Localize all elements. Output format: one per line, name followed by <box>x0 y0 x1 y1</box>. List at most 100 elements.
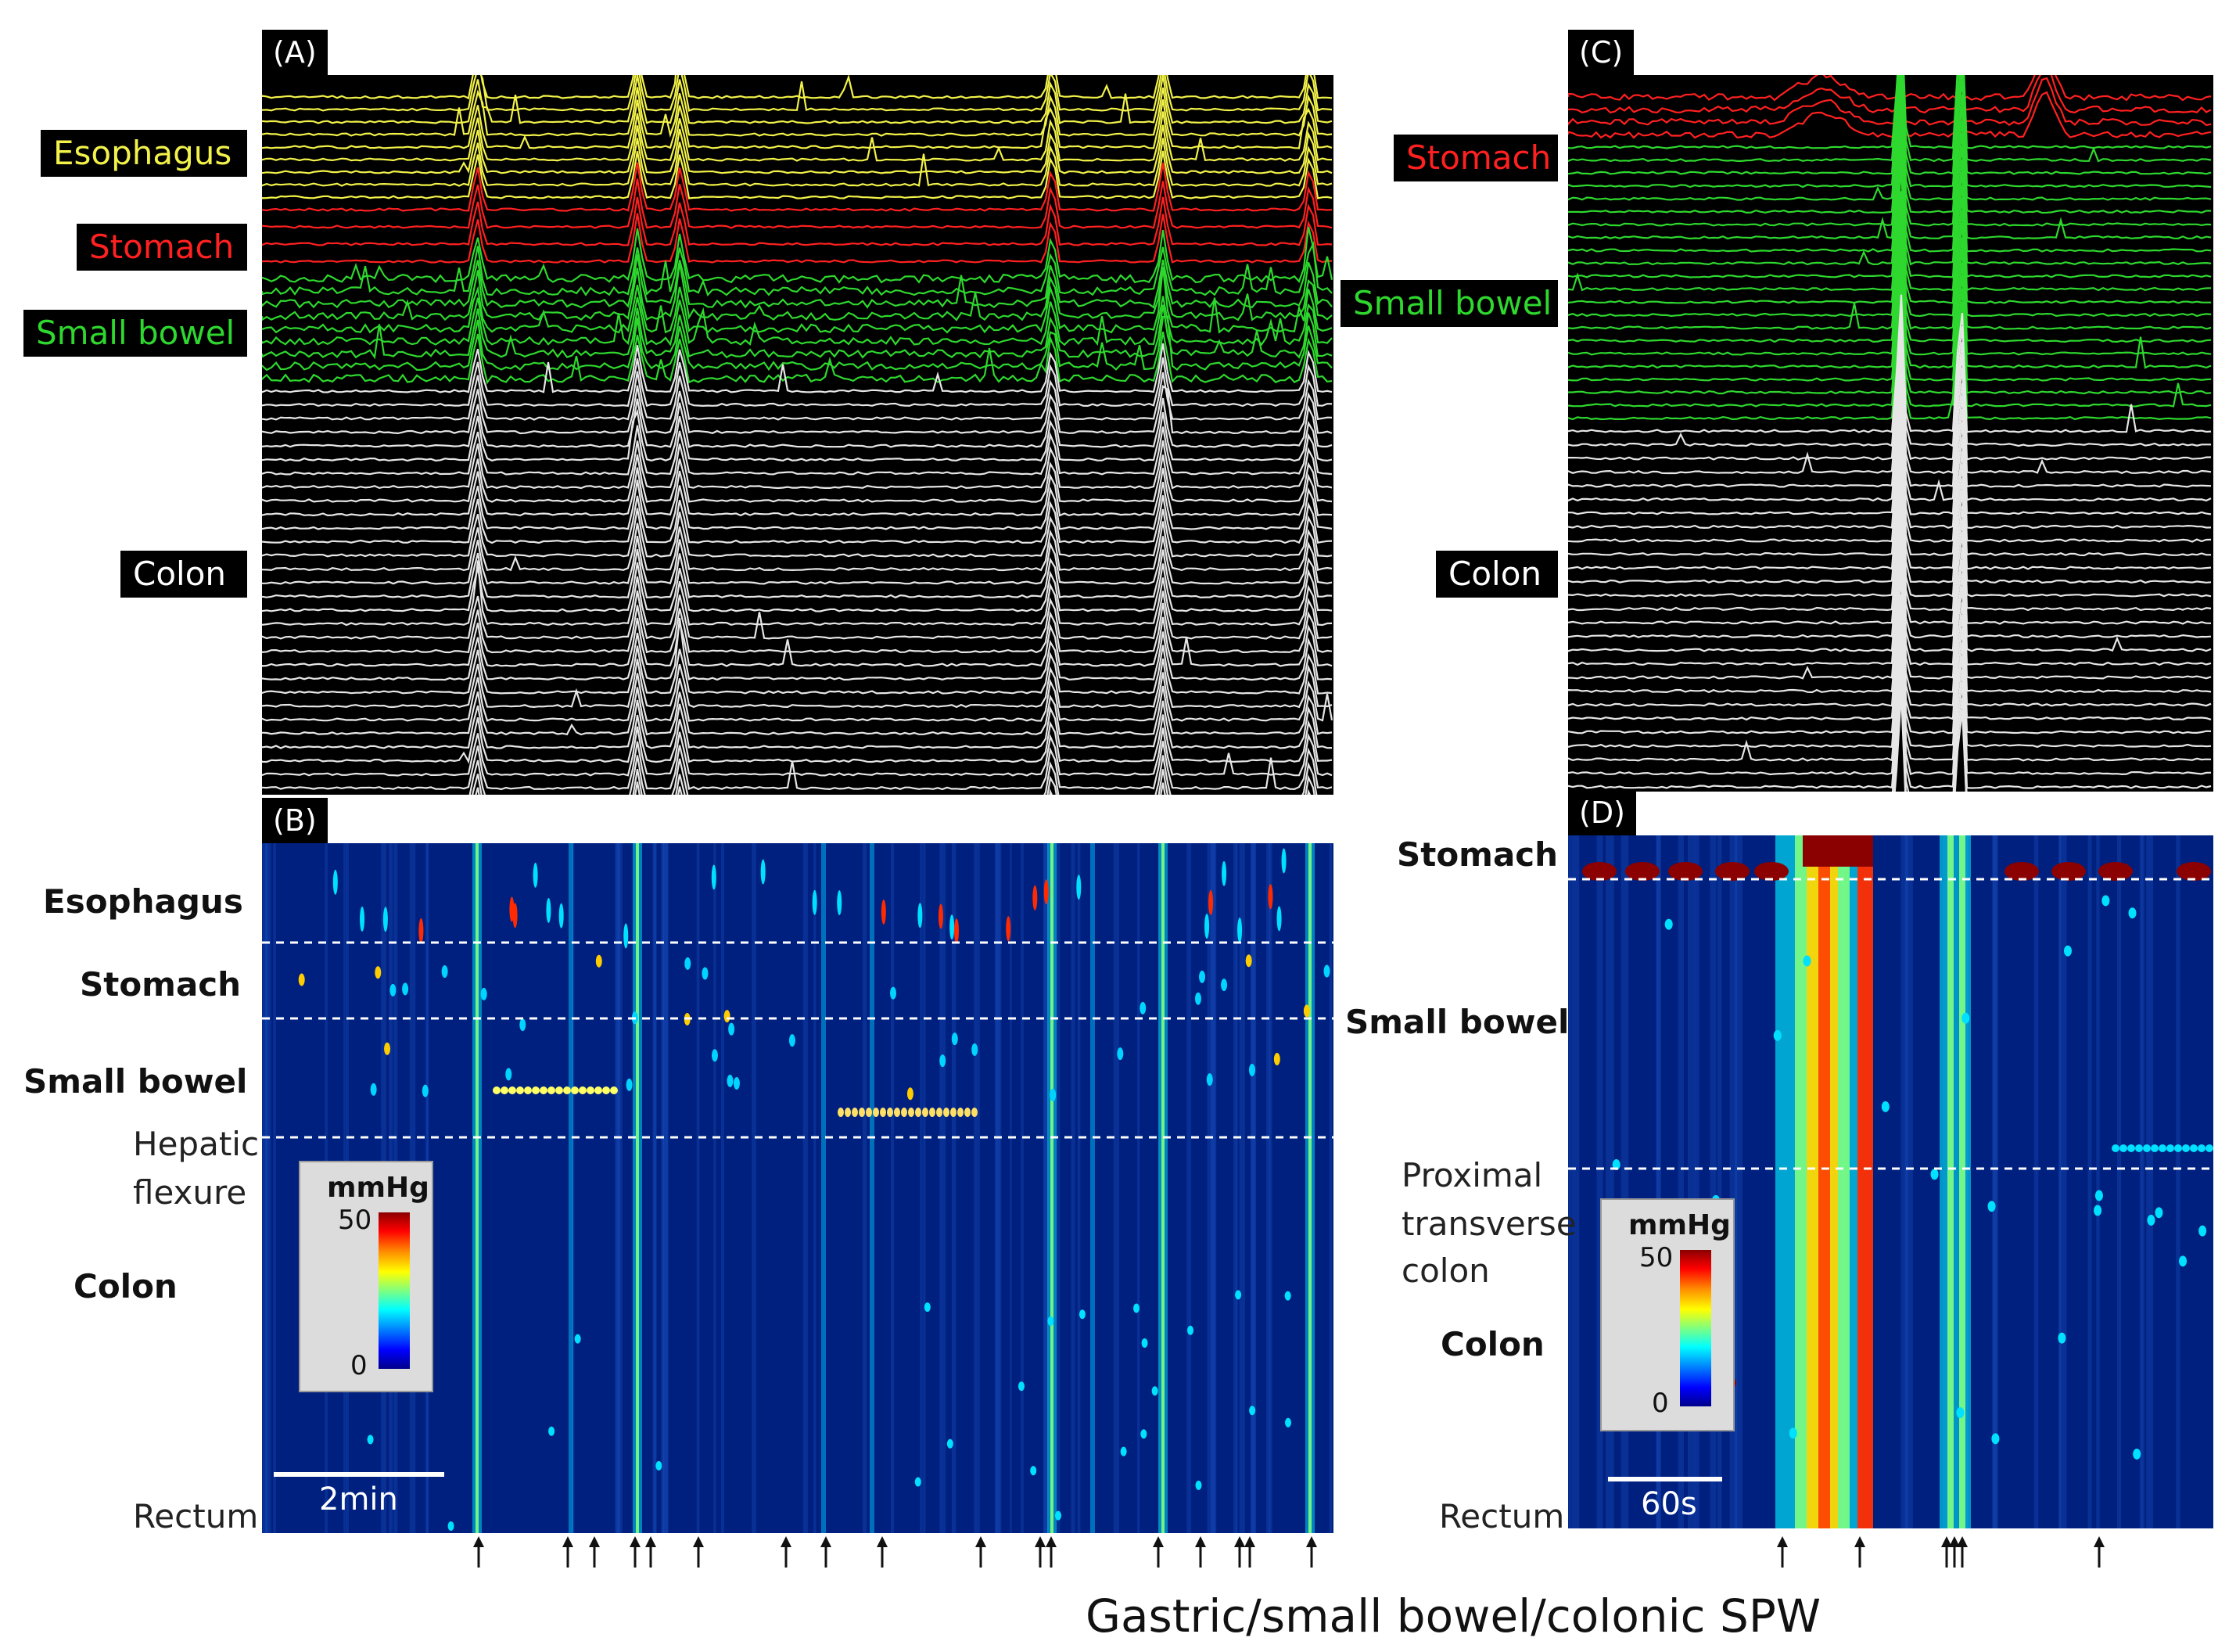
pressure-band <box>662 843 669 1533</box>
pressure-band <box>273 843 276 1533</box>
colorbar-max-d: 50 <box>1639 1242 1674 1273</box>
pressure-event <box>938 903 943 929</box>
pressure-band <box>1251 843 1256 1533</box>
pressure-trace <box>262 304 1333 360</box>
pressure-band <box>2146 835 2154 1528</box>
pressure-event <box>2005 862 2039 881</box>
pressure-trace <box>262 685 1333 736</box>
pressure-band <box>813 843 817 1533</box>
pressure-band <box>615 843 620 1533</box>
pressure-band <box>1308 843 1312 1533</box>
pressure-event <box>837 890 842 916</box>
heat-label-rectum-d: Rectum <box>1439 1497 1565 1535</box>
trace-plot-a <box>262 75 1333 795</box>
pressure-event <box>1285 1417 1292 1428</box>
pressure-event <box>1204 914 1210 939</box>
panel-letter-a: (A) <box>262 30 328 75</box>
pressure-event <box>389 983 397 997</box>
pressure-band <box>262 843 268 1533</box>
pressure-band <box>863 843 867 1533</box>
pressure-event <box>2063 945 2072 957</box>
pressure-event <box>2128 907 2137 919</box>
pressure-trace <box>262 645 1333 695</box>
pressure-event <box>760 859 766 885</box>
pressure-event <box>2198 1144 2205 1152</box>
pressure-event <box>2133 1448 2141 1460</box>
scale-bar-d <box>1608 1477 1722 1481</box>
heat-label-transverse: transverse <box>1402 1205 1577 1243</box>
heat-label-ptc-colon: colon <box>1402 1252 1490 1290</box>
pressure-event <box>964 1108 971 1117</box>
pressure-event <box>2051 862 2086 881</box>
pressure-event <box>2151 1144 2159 1152</box>
pressure-event <box>1284 1291 1291 1301</box>
pressure-event <box>1194 992 1201 1005</box>
pressure-event <box>943 1108 949 1117</box>
pressure-event <box>1030 1466 1037 1476</box>
pressure-event <box>887 1108 893 1117</box>
pressure-event <box>1018 1381 1025 1392</box>
pressure-band <box>939 843 942 1533</box>
pressure-trace <box>262 479 1333 530</box>
pressure-trace <box>262 262 1333 321</box>
pressure-event <box>512 903 518 928</box>
pressure-band <box>1678 835 1684 1528</box>
heatmap-panel-b <box>262 843 1333 1533</box>
pressure-event <box>2143 1144 2151 1152</box>
pressure-event <box>2155 1207 2163 1219</box>
pressure-event <box>1206 1073 1213 1086</box>
pressure-band <box>1050 843 1053 1533</box>
pressure-event <box>1187 1325 1194 1335</box>
pressure-event <box>1803 955 1811 967</box>
pressure-band <box>2096 835 2100 1528</box>
spw-arrow-icon <box>562 1536 573 1568</box>
pressure-band <box>1729 835 1738 1528</box>
pressure-trace <box>262 331 1333 385</box>
pressure-event <box>2127 1144 2135 1152</box>
pressure-trace <box>1568 254 2212 395</box>
pressure-trace <box>1568 126 2212 266</box>
pressure-event <box>845 1108 851 1117</box>
pressure-event <box>917 903 923 928</box>
pressure-event <box>1248 1063 1255 1076</box>
pressure-event <box>1222 860 1227 886</box>
pressure-event <box>2112 1144 2119 1152</box>
pressure-trace <box>1568 512 2212 652</box>
pressure-event <box>1079 1309 1086 1320</box>
pressure-trace <box>1568 156 2212 318</box>
spw-arrow-icon <box>630 1536 641 1568</box>
figure-caption: Gastric/small bowel/colonic SPW <box>1086 1589 1821 1643</box>
spw-arrow-icon <box>1949 1536 1960 1568</box>
pressure-band <box>2059 835 2067 1528</box>
pressure-event <box>519 1018 526 1032</box>
pressure-event <box>1043 879 1049 905</box>
pressure-band <box>1735 835 1743 1528</box>
pressure-trace <box>262 75 1333 112</box>
pressure-band <box>652 843 656 1533</box>
pressure-event <box>1076 874 1082 900</box>
pressure-band <box>1656 835 1660 1528</box>
pressure-event <box>2098 862 2133 881</box>
pressure-trace <box>262 467 1333 517</box>
pressure-event <box>873 1108 879 1117</box>
pressure-band <box>1269 843 1272 1533</box>
pressure-event <box>1032 885 1038 910</box>
pressure-trace <box>1568 390 2212 530</box>
pressure-event <box>447 1521 454 1532</box>
pressure-event <box>555 1086 563 1094</box>
pressure-trace <box>1568 75 2212 189</box>
colorbar-d: mmHg 50 0 <box>1600 1198 1735 1431</box>
pressure-trace <box>1568 609 2212 749</box>
panel-letter-d: (D) <box>1568 790 1636 835</box>
pressure-trace <box>262 99 1333 149</box>
pressure-trace <box>1568 191 2212 330</box>
pressure-event <box>1195 1480 1202 1490</box>
pressure-trace <box>1568 500 2212 639</box>
pressure-event <box>1773 1029 1782 1041</box>
label-stomach-a: Stomach <box>77 224 247 271</box>
pressure-event <box>360 906 365 932</box>
pressure-event <box>2182 1144 2190 1152</box>
pressure-band <box>1207 843 1210 1533</box>
pressure-event <box>2174 1144 2182 1152</box>
heat-label-hepatic: Hepatic <box>133 1125 260 1163</box>
